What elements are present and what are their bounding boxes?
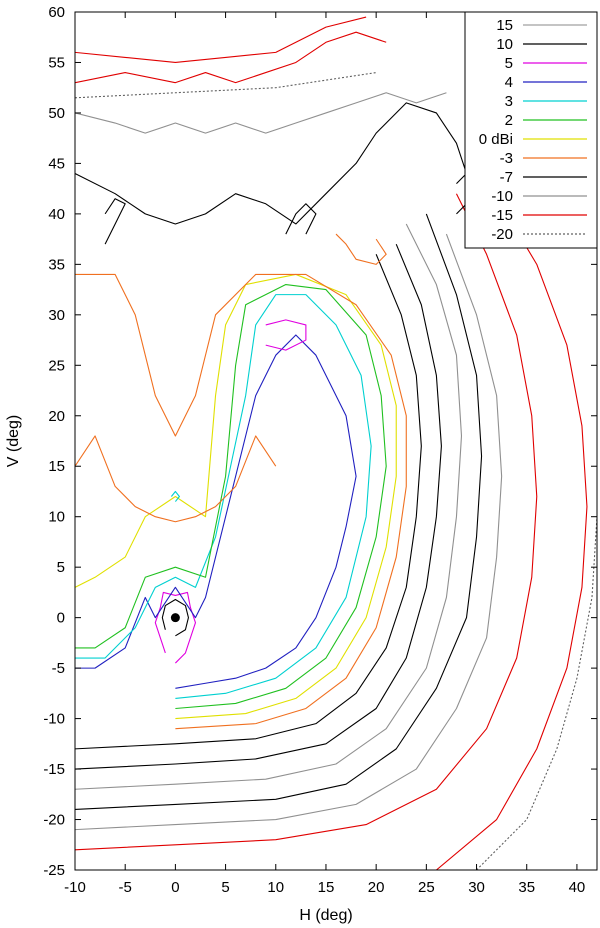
contour-line-6 <box>75 273 407 730</box>
y-tick-label: 15 <box>48 458 65 475</box>
contours-layer <box>75 16 597 870</box>
y-tick-label: 50 <box>48 105 65 122</box>
contour-line-14 <box>476 516 597 870</box>
contour-line-8 <box>75 243 442 770</box>
legend-label: 10 <box>496 36 513 53</box>
y-tick-label: 30 <box>48 307 65 324</box>
plot-frame <box>74 11 598 871</box>
contour-line-16 <box>75 92 447 134</box>
y-tick-label: 45 <box>48 155 65 172</box>
x-tick-label: 0 <box>171 879 179 896</box>
legend-label: -7 <box>500 169 513 186</box>
contour-line-12 <box>75 193 538 851</box>
legend-label: 4 <box>505 74 513 91</box>
contour-line-17 <box>75 31 387 84</box>
contour-line-9 <box>75 223 463 790</box>
legend: 15 10 5 4 3 2 0 dBi -3 -7 -10 -15 -20 <box>464 11 598 249</box>
contour-line-0 <box>161 598 189 637</box>
legend-label: 0 dBi <box>479 131 513 148</box>
y-tick-label: -15 <box>43 761 65 778</box>
contour-line-4 <box>75 283 387 710</box>
contour-line-2 <box>75 334 357 689</box>
x-tick-label: 30 <box>468 879 485 896</box>
contour-line-18 <box>75 16 367 64</box>
x-tick-label: 10 <box>267 879 284 896</box>
y-tick-label: 40 <box>48 206 65 223</box>
x-tick-label: 40 <box>569 879 586 896</box>
y-tick-label: 0 <box>57 610 65 627</box>
contour-line-10 <box>75 213 483 810</box>
x-tick-label: 5 <box>221 879 229 896</box>
contour-line-25 <box>285 203 317 235</box>
contour-line-20 <box>75 435 277 523</box>
contour-line-22 <box>170 490 180 502</box>
legend-label: -10 <box>491 188 513 205</box>
legend-label: 5 <box>505 55 513 72</box>
y-axis-title: V (deg) <box>5 415 22 467</box>
contour-line-19 <box>75 72 377 99</box>
y-tick-label: -25 <box>43 862 65 879</box>
contour-line-21 <box>335 233 387 265</box>
y-tick-label: 60 <box>48 4 65 21</box>
y-tick-label: 55 <box>48 54 65 71</box>
legend-label: 15 <box>496 17 513 34</box>
x-axis-ticks: -10 -5 0 5 10 15 20 25 30 35 40 <box>64 12 585 896</box>
x-tick-label: 20 <box>368 879 385 896</box>
legend-box <box>464 11 598 249</box>
contour-line-24 <box>104 198 126 245</box>
x-axis-title: H (deg) <box>299 907 352 924</box>
x-tick-label: -10 <box>64 879 86 896</box>
legend-label: 3 <box>505 93 513 110</box>
legend-label: 2 <box>505 112 513 129</box>
contour-line-11 <box>75 233 503 831</box>
x-tick-label: 35 <box>518 879 535 896</box>
y-tick-label: -10 <box>43 711 65 728</box>
x-tick-label: 25 <box>418 879 435 896</box>
x-tick-label: 15 <box>318 879 335 896</box>
legend-label: -20 <box>491 226 513 243</box>
peak-marker-layer <box>170 613 180 623</box>
x-tick-label: -5 <box>119 879 132 896</box>
contour-line-3 <box>75 294 372 699</box>
contour-line-1 <box>154 591 197 664</box>
peak-marker <box>170 613 180 623</box>
contour-line-5 <box>75 273 397 720</box>
y-tick-label: -5 <box>52 660 65 677</box>
contour-line-13 <box>436 213 588 870</box>
y-tick-label: -20 <box>43 812 65 829</box>
contour-line-7 <box>75 254 422 750</box>
y-tick-label: 20 <box>48 408 65 425</box>
y-tick-label: 10 <box>48 509 65 526</box>
y-tick-label: 35 <box>48 256 65 273</box>
contour-line-23 <box>265 319 307 351</box>
legend-label: -3 <box>500 150 513 167</box>
legend-label: -15 <box>491 207 513 224</box>
contour-line-15 <box>75 102 468 225</box>
y-tick-label: 5 <box>57 559 65 576</box>
y-tick-label: 25 <box>48 357 65 374</box>
